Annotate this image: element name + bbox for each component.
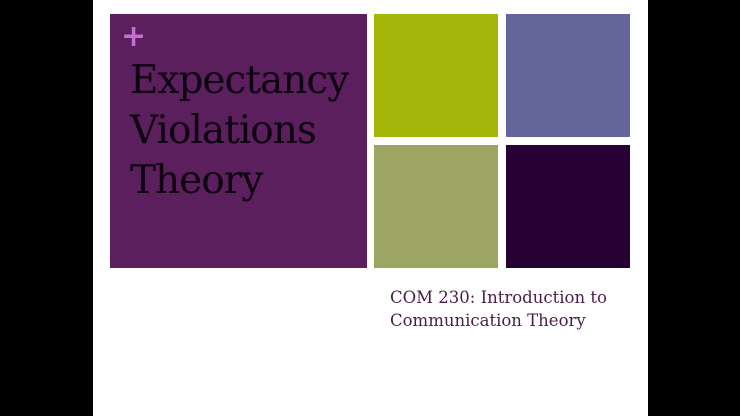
slide-subtitle: COM 230: Introduction to Communication T…	[390, 286, 607, 332]
olive-tile	[374, 145, 498, 268]
dark-purple-tile	[506, 145, 630, 268]
title-line: Theory	[130, 158, 263, 203]
title-line: Violations	[130, 108, 317, 153]
green-tile	[374, 14, 498, 137]
subtitle-line: COM 230: Introduction to	[390, 288, 607, 307]
blue-tile	[506, 14, 630, 137]
slide-title: Expectancy Violations Theory	[130, 56, 349, 206]
plus-icon: +	[121, 19, 147, 54]
title-line: Expectancy	[130, 58, 349, 103]
subtitle-line: Communication Theory	[390, 311, 586, 330]
title-tile	[110, 14, 367, 268]
slide: + Expectancy Violations Theory COM 230: …	[93, 0, 648, 416]
